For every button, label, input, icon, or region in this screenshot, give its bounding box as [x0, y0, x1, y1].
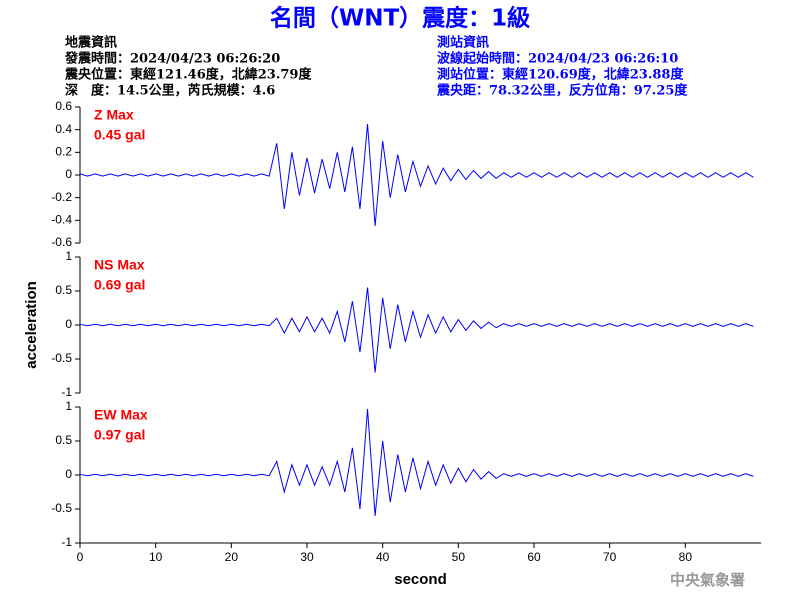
y-tick-label: 1 [65, 249, 72, 263]
y-tick-label: 0.6 [55, 99, 72, 113]
x-tick-label: 0 [77, 550, 84, 564]
y-tick-label: -0.4 [51, 213, 72, 227]
x-tick-label: 30 [300, 550, 314, 564]
y-tick-label: 0.4 [55, 122, 72, 136]
annotation: 0.97 gal [94, 427, 145, 443]
waveform [79, 287, 754, 373]
annotation: 0.69 gal [94, 277, 145, 293]
y-tick-label: 0.5 [55, 433, 72, 447]
y-tick-label: -1 [61, 385, 72, 399]
waveform [79, 123, 754, 227]
x-tick-label: 80 [679, 550, 693, 564]
y-tick-label: 0 [65, 467, 72, 481]
info-text: 發震時間：2024/04/23 06:26:20 [64, 51, 280, 67]
y-tick-label: -1 [61, 535, 72, 549]
x-tick-label: 10 [149, 550, 163, 564]
y-tick-label: -0.5 [51, 501, 72, 515]
y-tick-label: -0.6 [51, 235, 72, 249]
annotation: NS Max [94, 257, 145, 273]
info-text: 深 度：14.5公里，芮氏規模：4.6 [65, 83, 275, 99]
y-tick-label: 1 [65, 399, 72, 413]
annotation: 0.45 gal [94, 127, 145, 143]
x-tick-label: 40 [376, 550, 390, 564]
y-tick-label: 0 [65, 317, 72, 331]
annotation: EW Max [94, 407, 148, 423]
info-text: 波線起始時間：2024/04/23 06:26:10 [437, 51, 678, 67]
waveform [79, 409, 754, 516]
y-tick-label: 0 [65, 167, 72, 181]
info-text: 測站資訊 [437, 35, 489, 51]
x-tick-label: 60 [527, 550, 541, 564]
info-text: 震央距：78.32公里，反方位角：97.25度 [436, 83, 688, 99]
annotation: Z Max [94, 107, 134, 123]
info-text: 地震資訊 [65, 35, 117, 51]
y-axis-label: acceleration [23, 281, 40, 369]
y-tick-label: 0.2 [55, 145, 72, 159]
chart-title: 名間（WNT）震度：1級 [270, 5, 530, 32]
y-tick-label: -0.2 [51, 190, 72, 204]
x-tick-label: 50 [452, 550, 466, 564]
info-text: 震央位置：東經121.46度，北緯23.79度 [64, 67, 312, 83]
y-tick-label: 0.5 [55, 283, 72, 297]
x-tick-label: 70 [603, 550, 617, 564]
watermark: 中央氣象署 [670, 571, 745, 589]
x-axis-label: second [394, 571, 447, 588]
x-tick-label: 20 [225, 550, 239, 564]
y-tick-label: -0.5 [51, 351, 72, 365]
info-text: 測站位置：東經120.69度，北緯23.88度 [437, 67, 684, 83]
